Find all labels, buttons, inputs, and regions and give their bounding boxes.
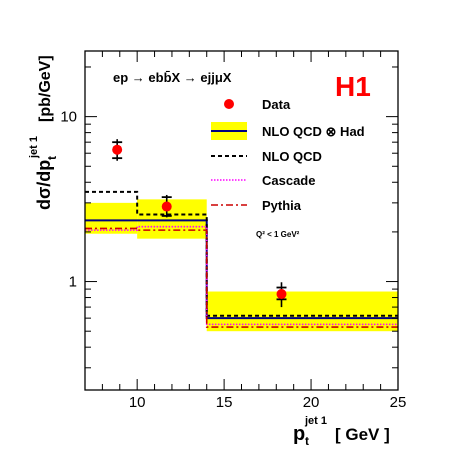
legend: Data NLO QCD ⊗ Had NLO QCD Cascade Pythia [211,97,365,213]
y-label-main: dσ/dp [34,160,54,210]
y-label-sub: t [45,156,59,160]
series-line-cascade [85,225,398,326]
x-label-unit: [ GeV ] [335,425,390,444]
y-tick-label-1: 1 [69,274,77,291]
data-point-1 [112,144,123,155]
data-point-3 [276,289,287,300]
x-tick-label-25: 25 [390,394,407,411]
data-point-2 [161,201,172,212]
legend-label-data: Data [262,97,291,112]
axis-ticks: 10 15 20 25 1 10 [60,51,406,411]
experiment-logo: H1 [335,71,371,102]
series-line-nlo-qcd [85,190,398,317]
y-tick-label-10: 10 [60,109,77,126]
legend-label-pythia: Pythia [262,198,302,213]
x-axis-label: p t jet 1 [ GeV ] [293,415,390,448]
x-label-main: p [293,423,305,445]
legend-label-nlo-qcd: NLO QCD [262,149,322,164]
legend-marker-data [224,99,234,109]
y-label-sup: jet 1 [28,136,40,159]
uncertainty-band-bin-2 [137,199,207,239]
x-label-sup: jet 1 [304,415,327,427]
legend-label-cascade: Cascade [262,173,315,188]
process-label: ep → ebb̄X → ejjμX [113,70,232,85]
uncertainty-band-bin-3 [206,291,398,332]
legend-label-nlo-qcd-had: NLO QCD ⊗ Had [262,124,365,139]
x-tick-label-20: 20 [303,394,320,411]
histogram-lines [85,190,398,328]
q2-annotation: Q² < 1 GeV² [256,230,300,239]
y-label-unit: [pb/GeV] [37,55,54,122]
x-label-sub: t [305,434,309,448]
data-points [112,139,287,308]
x-tick-label-10: 10 [129,394,146,411]
y-axis-label: dσ/dp t jet 1 [pb/GeV] [28,55,59,210]
x-tick-label-15: 15 [216,394,233,411]
